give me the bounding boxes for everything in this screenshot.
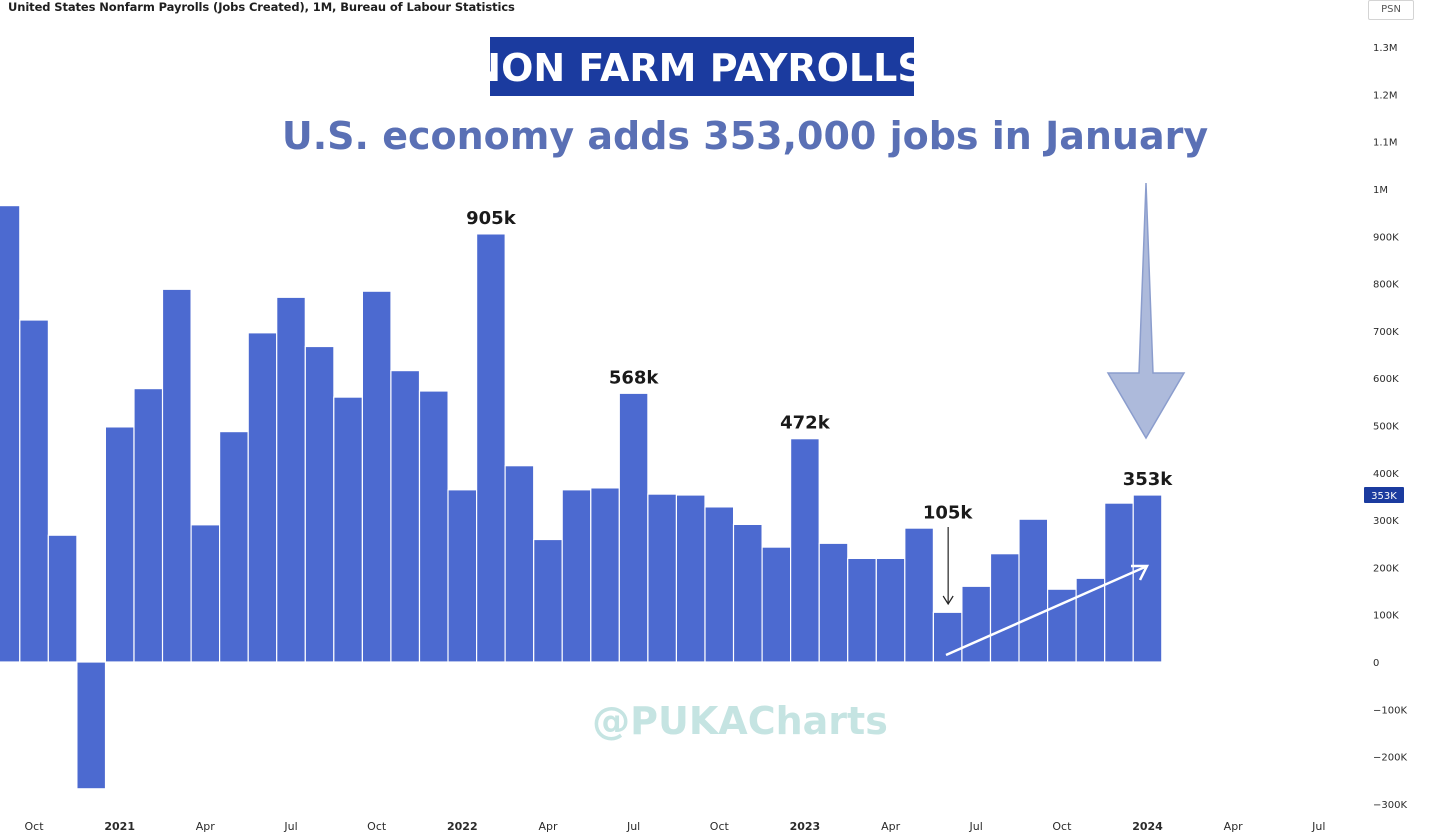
bar-2023-02 (818, 542, 849, 663)
bar-2021-02 (133, 388, 164, 663)
bar-2020-09 (0, 205, 21, 663)
x-axis: Oct 2021 Apr Jul Oct 2022 Apr Jul Oct 2023 Apr Jul O… (24, 820, 1325, 833)
bar-2023-08 (989, 553, 1020, 663)
bar-2021-01 (104, 426, 135, 663)
bar-2020-10 (19, 319, 49, 663)
x-tick-label: Apr (196, 820, 216, 833)
data-label-2022-07: 568k (609, 367, 660, 388)
bar-2022-01 (447, 489, 478, 663)
data-label-2023-06: 105k (923, 502, 974, 523)
y-tick-label: 1.2M (1373, 90, 1398, 101)
bar-2021-12 (418, 390, 449, 663)
y-axis: 1.3M 1.2M 1.1M 1M 900K 800K 700K 600K 500K 400K 30… (1364, 43, 1407, 811)
bar-2023-01 (789, 438, 820, 663)
data-label-2024-01: 353k (1123, 469, 1174, 490)
scale-mode-button[interactable]: PSN (1368, 0, 1414, 20)
bar-2021-04 (190, 524, 221, 663)
trend-arrow-line (945, 565, 1146, 657)
y-tick-label: 800K (1373, 280, 1399, 291)
bar-2023-05 (904, 527, 934, 663)
title-banner-text: NON FARM PAYROLLS (469, 46, 924, 90)
bar-2024-01 (1132, 494, 1163, 663)
bar-2022-08 (647, 493, 678, 663)
bar-2023-03 (847, 557, 877, 663)
y-tick-label: 400K (1373, 469, 1399, 480)
data-labels: 905k 568k 472k 105k 353k (466, 208, 1173, 523)
bar-2023-07 (961, 585, 992, 663)
y-tick-label: 500K (1373, 422, 1399, 433)
bar-2021-09 (333, 396, 363, 663)
bar-2020-12 (76, 661, 107, 790)
y-tick-label: 1.1M (1373, 138, 1398, 149)
trend-arrow-head-icon (1131, 564, 1150, 581)
bar-2020-11 (47, 534, 78, 663)
decorations (942, 182, 1186, 657)
x-tick-label: 2024 (1132, 820, 1163, 833)
y-tick-label: 200K (1373, 563, 1399, 574)
x-tick-label: Jul (626, 820, 640, 833)
current-value-badge (1364, 487, 1404, 503)
x-tick-label: Apr (538, 820, 558, 833)
title-banner: NON FARM PAYROLLS (469, 37, 925, 96)
bar-2022-06 (590, 487, 620, 663)
y-tick-label: 1M (1373, 185, 1388, 196)
x-tick-label: Oct (367, 820, 387, 833)
x-tick-label: Oct (24, 820, 44, 833)
x-tick-label: Apr (881, 820, 901, 833)
y-tick-label: −300K (1373, 800, 1407, 811)
data-label-2023-01: 472k (780, 413, 831, 434)
x-tick-label: 2021 (104, 820, 135, 833)
bar-2022-10 (704, 506, 735, 663)
watermark: @PUKACharts (592, 699, 888, 743)
bar-2021-10 (361, 290, 392, 663)
y-tick-label: 700K (1373, 327, 1399, 338)
y-tick-label: 600K (1373, 374, 1399, 385)
bar-2022-03 (504, 465, 535, 663)
x-tick-label: Apr (1224, 820, 1244, 833)
x-tick-label: Jul (283, 820, 297, 833)
bar-2021-06 (247, 332, 278, 663)
chart-info-header: United States Nonfarm Payrolls (Jobs Cre… (8, 0, 515, 14)
bar-2022-05 (561, 489, 592, 663)
x-tick-label: Jul (969, 820, 983, 833)
bar-2022-09 (675, 494, 706, 663)
data-label-2022-02: 905k (466, 208, 517, 229)
bar-series (0, 205, 1163, 790)
bar-2021-05 (219, 431, 249, 663)
y-tick-label: 0 (1373, 658, 1379, 669)
bar-2021-08 (304, 345, 335, 663)
bar-2021-03 (161, 288, 192, 663)
bar-2022-02 (476, 233, 506, 663)
bar-2021-07 (276, 296, 306, 663)
bar-2022-07 (618, 392, 649, 663)
x-tick-label: Jul (1311, 820, 1325, 833)
headline: U.S. economy adds 353,000 jobs in Januar… (282, 114, 1208, 158)
bar-2022-11 (732, 523, 763, 663)
bar-2022-04 (533, 538, 563, 663)
x-tick-label: Oct (710, 820, 730, 833)
y-tick-label: 900K (1373, 232, 1399, 243)
x-tick-label: 2023 (790, 820, 821, 833)
bar-2021-11 (390, 370, 421, 663)
y-tick-label: −200K (1373, 753, 1407, 764)
x-tick-label: 2022 (447, 820, 478, 833)
y-tick-label: 100K (1373, 611, 1399, 622)
title-banner-bg (490, 37, 914, 96)
down-arrow-icon (1106, 182, 1186, 440)
x-tick-label: Oct (1052, 820, 1072, 833)
bar-2022-12 (761, 546, 792, 663)
y-tick-label: 300K (1373, 516, 1399, 527)
y-tick-label: 1.3M (1373, 43, 1398, 54)
pointer-arrow-head-icon (942, 595, 954, 606)
bar-2023-09 (1018, 518, 1049, 663)
y-tick-label: −100K (1373, 705, 1407, 716)
current-value-label: 353K (1371, 491, 1397, 502)
bar-2023-04 (875, 557, 906, 663)
